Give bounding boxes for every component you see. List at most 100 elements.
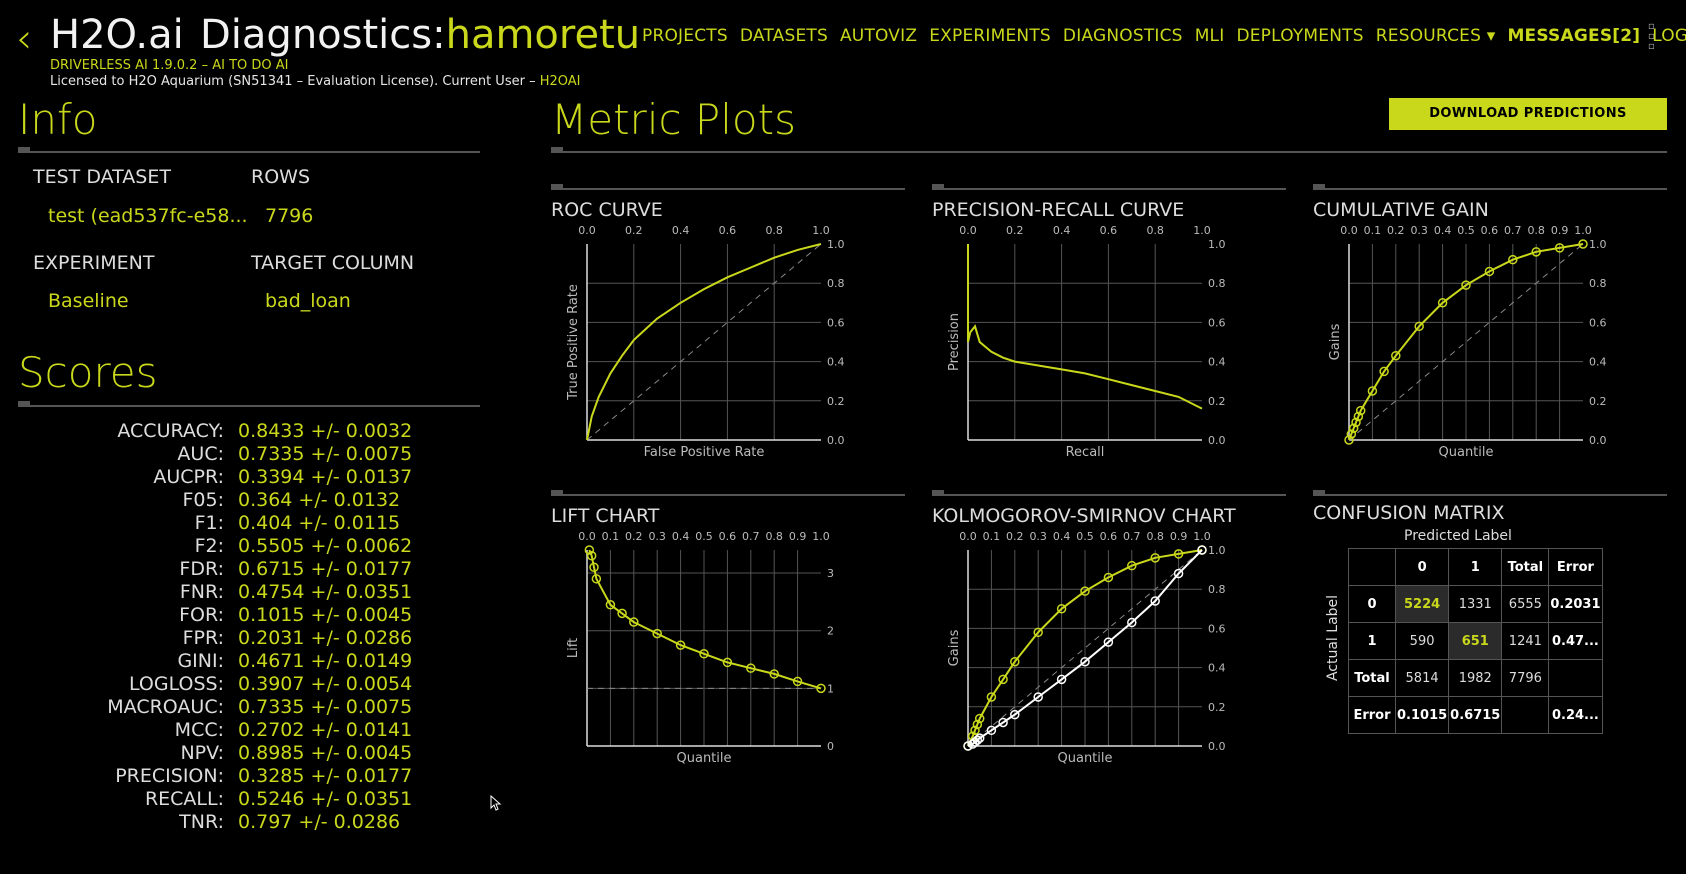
y-tick-label: 1 [827,682,834,695]
score-name: F2: [194,535,224,557]
nav-messages[interactable]: MESSAGES[2] [1507,26,1641,46]
data-point [1437,298,1448,308]
y-tick-label: 0 [827,740,834,753]
chart-title: CUMULATIVE GAIN [1313,199,1489,221]
score-row: FPR: 0.2031 +/- 0.0286 [40,627,500,650]
score-value: 0.2031 +/- 0.0286 [238,627,413,649]
cm-cell: 0.2031 [1548,585,1603,623]
data-point [1355,405,1366,416]
test-dataset-label: TEST DATASET [33,166,171,188]
reference-diagonal [967,549,1203,747]
x-axis-label: Quantile [677,751,732,766]
score-row: TNR: 0.797 +/- 0.0286 [40,811,500,834]
data-point [998,674,1008,685]
data-point [1056,604,1067,614]
x-tick-label: 0.2 [1387,224,1405,237]
data-point [1414,321,1424,332]
page-title-prefix: Diagnostics: [200,12,446,58]
data-point [675,640,686,650]
x-tick-label: 1.0 [1193,224,1211,237]
nav-projects[interactable]: PROJECTS [642,26,728,46]
data-point [998,717,1008,728]
nav-experiments[interactable]: EXPERIMENTS [929,26,1051,46]
top-nav: PROJECTS DATASETS AUTOVIZ EXPERIMENTS DI… [642,26,1686,46]
x-axis-label: Recall [1066,445,1105,460]
x-tick-label: 0.2 [625,530,643,543]
data-point [1367,386,1378,396]
data-point [586,551,597,561]
y-tick-label: 0.8 [1208,277,1226,290]
data-point [792,676,803,687]
data-point [1080,586,1090,596]
kebab-menu-icon[interactable]: ▫ ▫ ▫ [1648,21,1655,52]
score-value: 0.7335 +/- 0.0075 [238,696,413,718]
cm-cell [1548,659,1603,697]
y-tick-label: 0.8 [827,277,845,290]
back-chevron-icon[interactable]: ‹ [16,16,32,62]
license-text: Licensed to H2O Aquarium (SN51341 – Eval… [50,74,580,89]
experiment-value[interactable]: Baseline [48,290,129,312]
chart-divider-tab [1313,184,1325,188]
nav-datasets[interactable]: DATASETS [739,26,828,46]
info-divider [18,147,480,153]
nav-mli[interactable]: MLI [1194,26,1225,46]
test-dataset-value[interactable]: test (ead537fc-e58... [48,205,248,227]
score-name: ACCURACY: [117,420,224,442]
y-tick-label: 0.4 [827,356,845,369]
score-row: PRECISION: 0.3285 +/- 0.0177 [40,765,500,788]
score-value: 0.6715 +/- 0.0177 [238,558,413,580]
cm-cell: Total [1348,659,1396,697]
cm-header-cell: 1 [1448,548,1503,586]
nav-logout[interactable]: LOGOUT [1652,26,1686,46]
y-tick-label: 0.6 [1208,316,1226,329]
x-axis-label: False Positive Rate [644,445,765,460]
nav-resources[interactable]: RESOURCES ▾ [1376,26,1496,46]
score-value: 0.797 +/- 0.0286 [238,811,401,833]
y-tick-label: 0.8 [1589,277,1607,290]
score-value: 0.3394 +/- 0.0137 [238,466,413,488]
x-tick-label: 0.1 [1364,224,1382,237]
nav-deployments[interactable]: DEPLOYMENTS [1236,26,1364,46]
data-point [629,617,639,627]
chart-title: PRECISION-RECALL CURVE [932,199,1184,221]
data-point [816,683,826,694]
nav-autoviz[interactable]: AUTOVIZ [839,26,918,46]
x-tick-label: 0.5 [1457,224,1475,237]
data-point [970,725,980,736]
x-tick-label: 0.6 [1481,224,1499,237]
y-tick-label: 0.2 [827,395,845,408]
target-column-label: TARGET COLUMN [251,252,415,274]
cm-cell: 0.24... [1548,696,1603,734]
cm-cell: 1241 [1501,622,1550,660]
data-point [1127,617,1137,628]
data-point [769,669,779,679]
x-tick-label: 1.0 [812,530,830,543]
data-point [1173,568,1184,579]
data-point [1150,596,1160,606]
score-row: GINI: 0.4671 +/- 0.0149 [40,650,500,673]
data-point [1103,572,1114,583]
x-tick-label: 0.4 [672,224,690,237]
data-point [1348,423,1359,433]
score-name: RECALL: [144,788,224,810]
x-axis-label: Quantile [1439,445,1494,460]
data-point [1150,553,1160,563]
cm-cell: 0.6715 [1448,696,1503,734]
data-point [974,713,985,724]
predicted-label: Predicted Label [1404,528,1512,544]
score-row: F1: 0.404 +/- 0.0115 [40,512,500,535]
chart-title: KOLMOGOROV-SMIRNOV CHART [932,505,1236,527]
x-tick-label: 0.8 [1146,224,1164,237]
data-point [746,663,756,673]
nav-diagnostics[interactable]: DIAGNOSTICS [1062,26,1183,46]
y-tick-label: 0.6 [827,316,845,329]
data-point [699,649,709,659]
y-axis-label: Lift [566,638,581,658]
cm-row: 0 5224 1331 6555 0.2031 [1348,585,1603,623]
x-tick-label: 1.0 [812,224,830,237]
download-predictions-button[interactable]: DOWNLOAD PREDICTIONS [1389,98,1667,130]
metric-plots-divider [551,147,1667,153]
cm-cell: 1982 [1448,659,1503,697]
y-tick-label: 0.4 [1208,356,1226,369]
score-value: 0.4671 +/- 0.0149 [238,650,413,672]
